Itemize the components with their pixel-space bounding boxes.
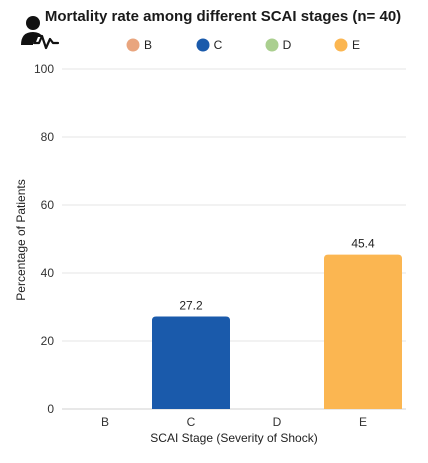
legend-label-D: D — [283, 38, 292, 52]
patient-monitor-icon — [21, 16, 60, 50]
y-axis-ticks: 0 20 40 60 80 100 — [34, 62, 54, 416]
y-tick-label: 40 — [41, 266, 55, 280]
x-tick-label: C — [187, 415, 196, 429]
data-label-C: 27.2 — [179, 299, 203, 313]
x-tick-label: E — [359, 415, 367, 429]
bar-C — [152, 316, 230, 409]
legend-label-B: B — [144, 38, 152, 52]
legend-marker-B — [126, 38, 140, 52]
y-tick-label: 80 — [41, 130, 55, 144]
gridlines — [62, 68, 406, 410]
bars: 27.2 45.4 — [152, 237, 402, 409]
y-tick-label: 60 — [41, 198, 55, 212]
x-axis-label: SCAI Stage (Severity of Shock) — [150, 431, 317, 445]
legend-marker-C — [196, 38, 210, 52]
bar-E — [324, 254, 402, 409]
x-tick-label: B — [101, 415, 109, 429]
legend-marker-D — [265, 38, 279, 52]
legend-marker-E — [334, 38, 348, 52]
legend-label-C: C — [214, 38, 223, 52]
x-axis-ticks: B C D E — [101, 415, 367, 429]
y-tick-label: 100 — [34, 62, 54, 76]
legend: B C D E — [126, 38, 360, 52]
y-axis-label: Percentage of Patients — [14, 179, 28, 300]
y-tick-label: 20 — [41, 334, 55, 348]
legend-label-E: E — [352, 38, 360, 52]
x-tick-label: D — [273, 415, 282, 429]
chart-title: Mortality rate among different SCAI stag… — [45, 8, 401, 25]
y-tick-label: 0 — [47, 402, 54, 416]
data-label-E: 45.4 — [351, 237, 375, 251]
